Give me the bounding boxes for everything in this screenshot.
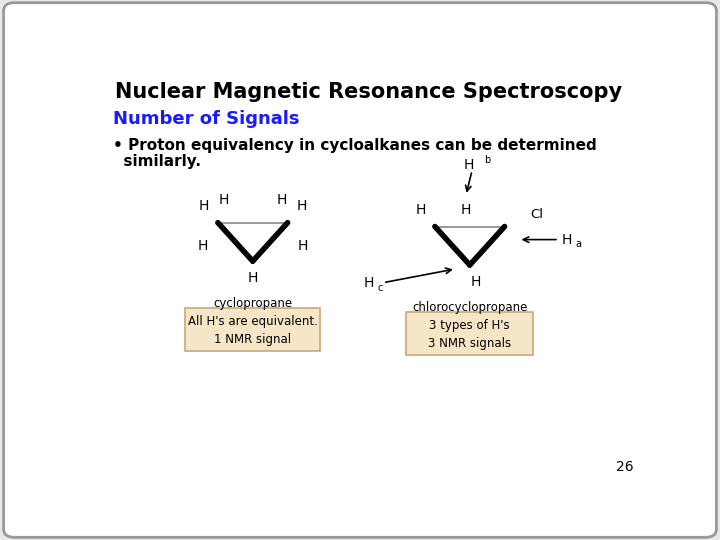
Text: Number of Signals: Number of Signals [113, 110, 300, 127]
Text: Cl: Cl [531, 208, 544, 221]
Text: 3 types of H's: 3 types of H's [429, 319, 510, 332]
Text: H: H [197, 239, 207, 253]
Text: H: H [219, 193, 229, 206]
Text: H: H [297, 199, 307, 213]
FancyBboxPatch shape [185, 308, 320, 351]
Text: H: H [463, 158, 474, 172]
Text: H: H [199, 199, 209, 213]
Text: 26: 26 [616, 460, 634, 474]
Text: H: H [276, 193, 287, 206]
Text: cyclopropane: cyclopropane [213, 297, 292, 310]
Text: b: b [484, 154, 490, 165]
Text: H: H [562, 233, 572, 247]
Text: Nuclear Magnetic Resonance Spectroscopy: Nuclear Magnetic Resonance Spectroscopy [115, 82, 623, 102]
Text: H: H [415, 202, 426, 217]
Text: H: H [461, 202, 471, 217]
Text: H: H [364, 276, 374, 289]
Text: 3 NMR signals: 3 NMR signals [428, 337, 511, 350]
Text: H: H [248, 271, 258, 285]
Text: 1 NMR signal: 1 NMR signal [214, 333, 292, 346]
Text: H: H [471, 275, 481, 289]
Text: All H's are equivalent.: All H's are equivalent. [188, 315, 318, 328]
Text: c: c [378, 283, 383, 293]
Text: a: a [575, 239, 581, 249]
Text: H: H [298, 239, 308, 253]
Text: • Proton equivalency in cycloalkanes can be determined: • Proton equivalency in cycloalkanes can… [113, 138, 597, 153]
Text: similarly.: similarly. [113, 153, 202, 168]
FancyBboxPatch shape [406, 312, 534, 355]
Text: chlorocyclopropane: chlorocyclopropane [412, 301, 528, 314]
